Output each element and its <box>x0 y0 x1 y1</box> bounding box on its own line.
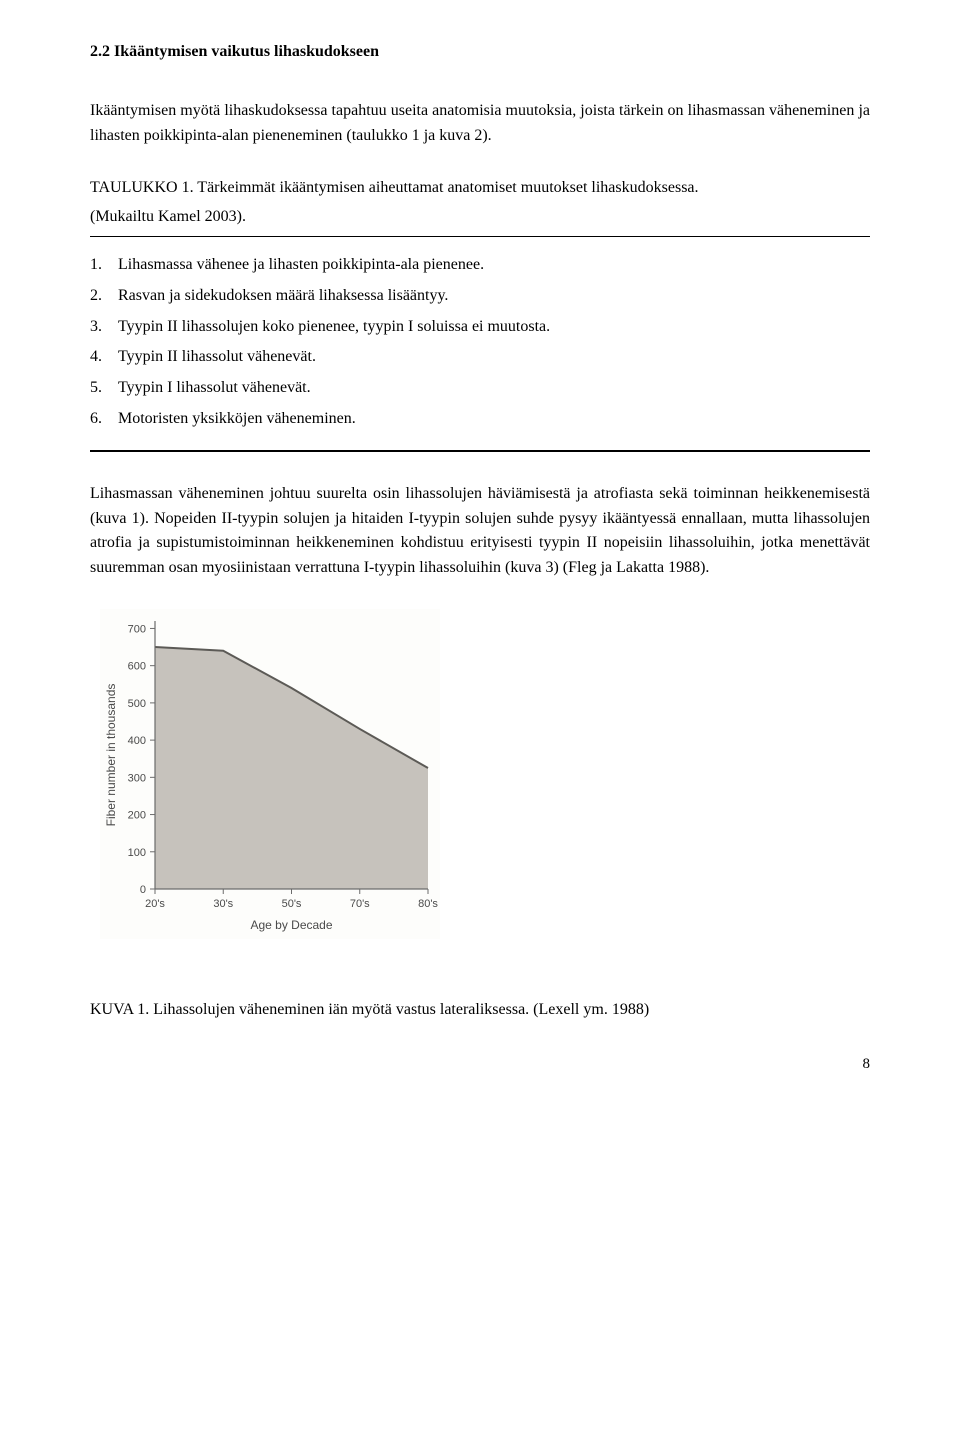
table-title-line-1: TAULUKKO 1. Tärkeimmät ikääntymisen aihe… <box>90 176 870 201</box>
svg-text:50's: 50's <box>282 898 302 910</box>
list-item-text: Motoristen yksikköjen väheneminen. <box>118 407 356 432</box>
list-item: 6.Motoristen yksikköjen väheneminen. <box>90 407 870 432</box>
list-item-text: Rasvan ja sidekudoksen määrä lihaksessa … <box>118 284 448 309</box>
table-rule-bottom <box>90 450 870 452</box>
list-item-number: 6. <box>90 407 118 432</box>
list-item-number: 1. <box>90 253 118 278</box>
svg-text:80's: 80's <box>418 898 438 910</box>
list-item-text: Lihasmassa vähenee ja lihasten poikkipin… <box>118 253 484 278</box>
list-item: 5.Tyypin I lihassolut vähenevät. <box>90 376 870 401</box>
svg-text:Fiber number in thousands: Fiber number in thousands <box>104 684 118 827</box>
table-title-line-2: (Mukailtu Kamel 2003). <box>90 205 870 230</box>
list-item-number: 4. <box>90 345 118 370</box>
svg-text:200: 200 <box>128 810 146 822</box>
svg-text:400: 400 <box>128 735 146 747</box>
section-heading: 2.2 Ikääntymisen vaikutus lihaskudokseen <box>90 40 870 65</box>
list-item: 3.Tyypin II lihassolujen koko pienenee, … <box>90 315 870 340</box>
svg-text:500: 500 <box>128 698 146 710</box>
svg-text:30's: 30's <box>213 898 233 910</box>
list-item-text: Tyypin I lihassolut vähenevät. <box>118 376 311 401</box>
figure-caption: KUVA 1. Lihassolujen väheneminen iän myö… <box>90 998 870 1023</box>
list-item-text: Tyypin II lihassolujen koko pienenee, ty… <box>118 315 550 340</box>
svg-text:100: 100 <box>128 847 146 859</box>
list-item-number: 2. <box>90 284 118 309</box>
svg-text:600: 600 <box>128 661 146 673</box>
list-item: 2.Rasvan ja sidekudoksen määrä lihaksess… <box>90 284 870 309</box>
svg-text:700: 700 <box>128 623 146 635</box>
fiber-number-chart: 0 100 200 300 400 500 600 700 20's 30's 50's 70's 80… <box>100 609 870 948</box>
list-item: 1.Lihasmassa vähenee ja lihasten poikkip… <box>90 253 870 278</box>
body-paragraph: Lihasmassan väheneminen johtuu suurelta … <box>90 482 870 581</box>
list-item-number: 5. <box>90 376 118 401</box>
list-item: 4.Tyypin II lihassolut vähenevät. <box>90 345 870 370</box>
svg-text:Age by Decade: Age by Decade <box>250 918 332 932</box>
page-number: 8 <box>90 1053 870 1076</box>
table-list: 1.Lihasmassa vähenee ja lihasten poikkip… <box>90 253 870 432</box>
list-item-number: 3. <box>90 315 118 340</box>
table-rule-top <box>90 236 870 237</box>
svg-text:20's: 20's <box>145 898 165 910</box>
svg-text:70's: 70's <box>350 898 370 910</box>
intro-paragraph: Ikääntymisen myötä lihaskudoksessa tapah… <box>90 99 870 149</box>
svg-text:0: 0 <box>140 884 146 896</box>
svg-text:300: 300 <box>128 772 146 784</box>
list-item-text: Tyypin II lihassolut vähenevät. <box>118 345 316 370</box>
